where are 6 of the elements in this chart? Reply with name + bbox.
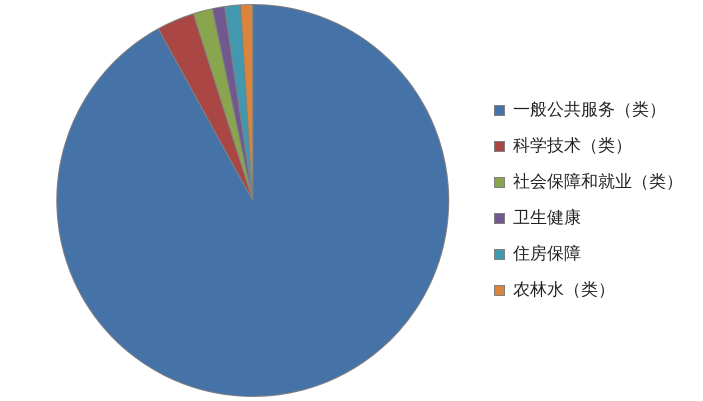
legend-label: 科学技术（类） (513, 136, 632, 156)
legend-label: 社会保障和就业（类） (513, 172, 683, 192)
legend-label: 卫生健康 (513, 208, 581, 228)
legend-label: 住房保障 (512, 244, 581, 264)
legend-label: 农林水（类） (513, 280, 615, 300)
legend-label: 一般公共服务（类） (513, 100, 666, 120)
